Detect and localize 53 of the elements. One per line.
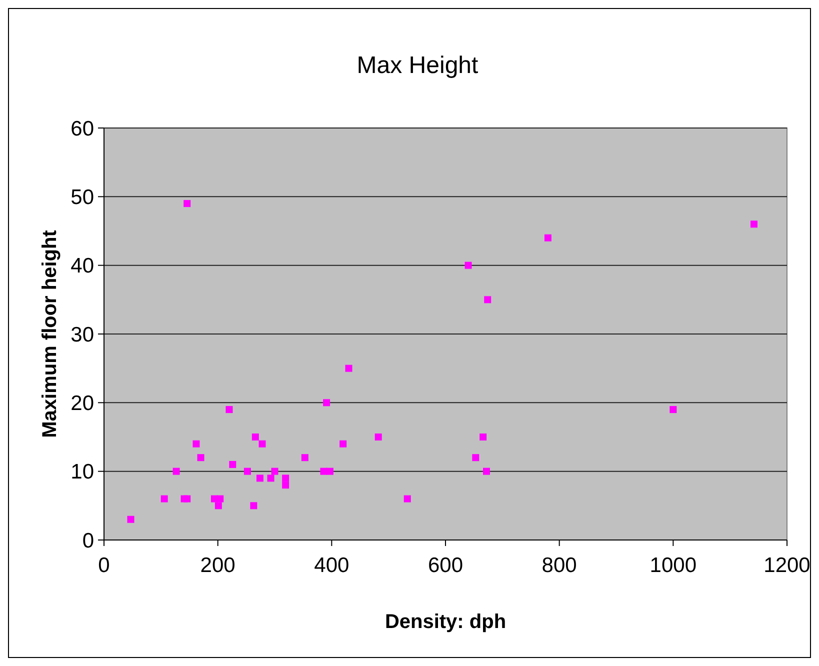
x-tick-label: 800 xyxy=(542,554,577,577)
point xyxy=(282,474,290,482)
x-tick-label: 200 xyxy=(200,554,236,577)
y-axis-title: Maximum floor height xyxy=(39,230,61,438)
point xyxy=(184,495,191,502)
point xyxy=(750,220,758,228)
x-tick-label: 0 xyxy=(98,554,110,577)
point xyxy=(214,502,222,510)
point xyxy=(226,406,233,414)
chart-title: Max Height xyxy=(356,52,479,79)
point xyxy=(544,234,552,242)
y-tick-label: 20 xyxy=(70,392,94,416)
x-tick-label: 400 xyxy=(314,554,350,577)
point xyxy=(172,468,180,475)
point xyxy=(404,495,411,502)
point xyxy=(127,516,134,523)
point xyxy=(256,474,264,482)
point xyxy=(301,454,308,462)
point xyxy=(184,200,191,208)
x-tick-label: 600 xyxy=(428,554,464,577)
point xyxy=(482,468,490,475)
y-tick-label: 50 xyxy=(70,186,94,210)
point xyxy=(374,434,382,440)
point xyxy=(267,474,274,482)
point xyxy=(244,468,251,475)
point xyxy=(670,406,677,414)
point xyxy=(345,364,352,372)
point xyxy=(340,440,347,448)
point xyxy=(252,434,259,440)
point xyxy=(484,296,492,304)
point xyxy=(229,460,236,468)
point xyxy=(160,495,168,502)
point xyxy=(326,468,334,475)
point xyxy=(258,440,266,448)
y-tick-label: 10 xyxy=(70,460,94,484)
point xyxy=(464,262,472,269)
point xyxy=(472,454,480,462)
x-axis-title: Density: dph xyxy=(384,611,506,633)
point xyxy=(320,468,328,475)
point xyxy=(282,482,290,489)
y-tick-label: 60 xyxy=(70,117,94,140)
point xyxy=(323,399,330,406)
point xyxy=(197,454,204,462)
point xyxy=(216,495,224,502)
point xyxy=(480,434,487,440)
point xyxy=(250,502,258,510)
point xyxy=(271,468,278,475)
y-tick-label: 40 xyxy=(70,254,94,278)
y-tick-label: 0 xyxy=(82,529,94,552)
x-tick-label: 1000 xyxy=(650,554,697,577)
x-tick-label: 1200 xyxy=(764,554,810,577)
point xyxy=(192,440,200,448)
y-tick-label: 30 xyxy=(70,323,94,346)
